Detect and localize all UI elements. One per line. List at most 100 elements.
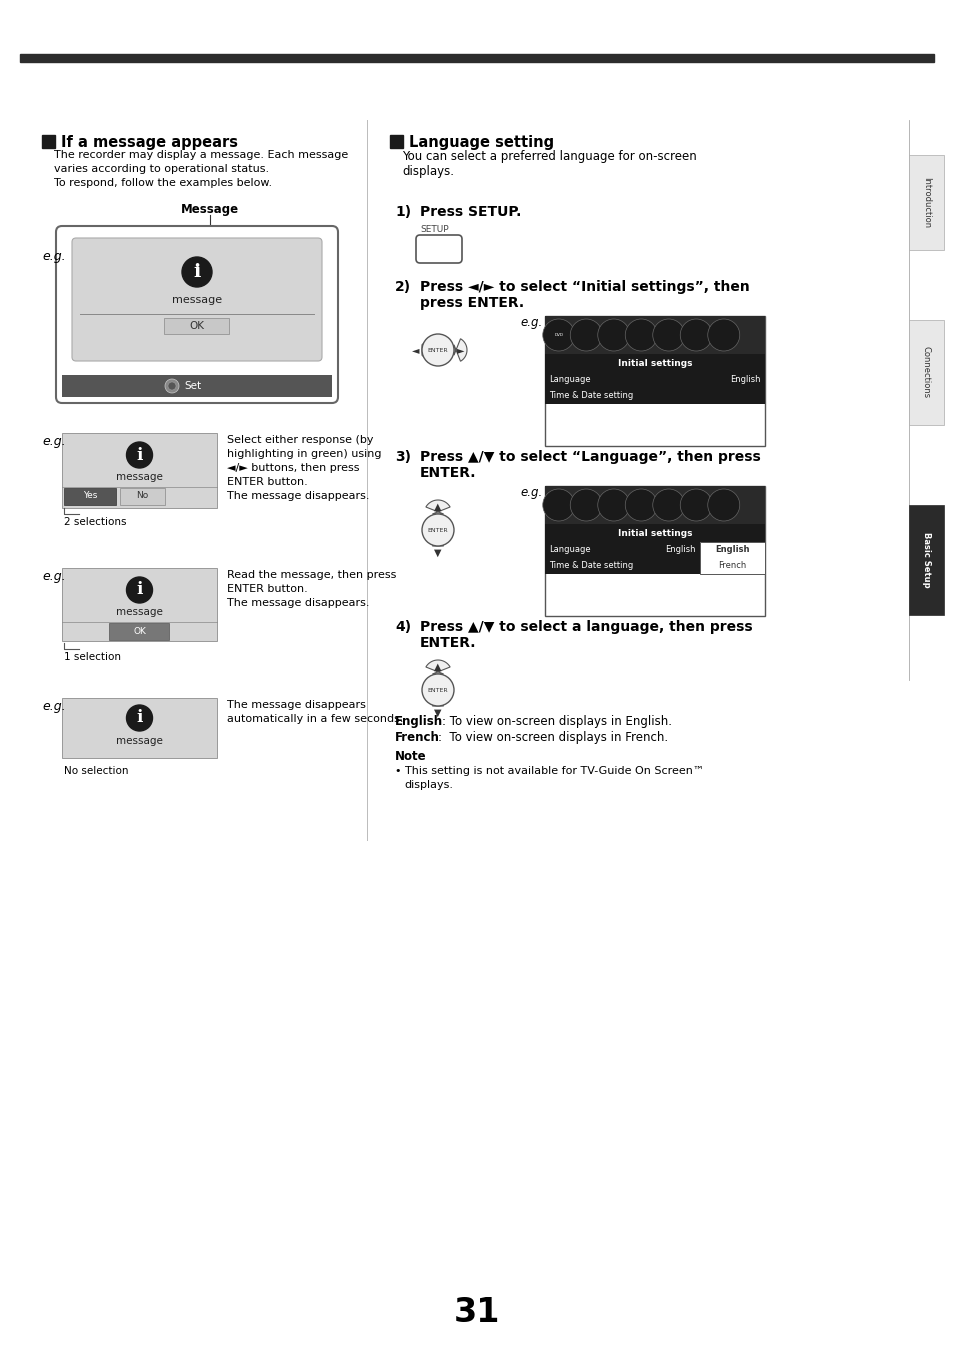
Polygon shape (425, 681, 450, 706)
Text: Set: Set (184, 381, 201, 391)
Bar (42, 135, 55, 148)
Text: e.g.: e.g. (42, 249, 66, 263)
FancyBboxPatch shape (71, 239, 322, 361)
Text: English: English (730, 376, 760, 384)
Bar (544, 355, 764, 372)
Circle shape (127, 442, 152, 468)
Circle shape (421, 334, 454, 367)
Text: message: message (116, 736, 163, 745)
Text: OK: OK (190, 321, 204, 332)
Circle shape (570, 489, 601, 520)
Circle shape (168, 381, 175, 390)
Text: Time & Date setting: Time & Date setting (548, 391, 633, 400)
Text: Introduction: Introduction (921, 177, 930, 228)
Text: ENTER: ENTER (427, 527, 448, 532)
Text: displays.: displays. (401, 164, 454, 178)
Text: ENTER: ENTER (427, 687, 448, 693)
Text: ▲: ▲ (434, 662, 441, 673)
Circle shape (624, 489, 657, 520)
Text: :  To view on-screen displays in French.: : To view on-screen displays in French. (437, 731, 667, 744)
Text: e.g.: e.g. (42, 700, 66, 713)
Circle shape (707, 489, 739, 520)
Text: i: i (136, 709, 143, 727)
Circle shape (127, 705, 152, 731)
Text: The recorder may display a message. Each message: The recorder may display a message. Each… (54, 150, 348, 160)
Circle shape (542, 319, 574, 350)
Text: i: i (136, 446, 143, 464)
Circle shape (570, 319, 601, 350)
Bar (544, 372, 764, 388)
Text: Language setting: Language setting (409, 135, 554, 150)
Circle shape (652, 319, 684, 350)
Text: To respond, follow the examples below.: To respond, follow the examples below. (54, 178, 272, 187)
Text: 1): 1) (395, 205, 411, 218)
Text: Read the message, then press: Read the message, then press (227, 570, 395, 580)
Bar (544, 388, 764, 404)
Text: English: English (395, 714, 442, 728)
Circle shape (127, 577, 152, 603)
Text: e.g.: e.g. (42, 570, 66, 582)
Text: No selection: No selection (64, 766, 129, 776)
Text: press ENTER.: press ENTER. (419, 297, 523, 310)
Bar (62, 433, 216, 508)
Text: Press ▲/▼ to select a language, then press: Press ▲/▼ to select a language, then pre… (419, 620, 752, 634)
Text: 2): 2) (395, 280, 411, 294)
Text: ENTER.: ENTER. (419, 466, 476, 480)
Circle shape (624, 319, 657, 350)
Text: English: English (715, 546, 749, 554)
Text: OK: OK (132, 627, 146, 635)
Text: No: No (136, 492, 149, 500)
Polygon shape (454, 338, 467, 361)
Bar (908, 506, 943, 615)
Text: i: i (136, 581, 143, 599)
Polygon shape (425, 661, 450, 674)
Text: Select either response (by: Select either response (by (227, 435, 374, 445)
Text: Press ◄/► to select “Initial settings”, then: Press ◄/► to select “Initial settings”, … (419, 280, 749, 294)
Text: highlighting in green) using: highlighting in green) using (227, 449, 381, 460)
Polygon shape (425, 500, 450, 514)
Text: Press ▲/▼ to select “Language”, then press: Press ▲/▼ to select “Language”, then pre… (419, 450, 760, 464)
Text: ENTER button.: ENTER button. (227, 584, 308, 594)
Text: e.g.: e.g. (519, 487, 541, 499)
Text: ◄/► buttons, then press: ◄/► buttons, then press (227, 462, 359, 473)
Text: ►: ► (456, 345, 464, 355)
Text: Language: Language (548, 546, 590, 554)
Bar (908, 319, 943, 425)
Bar (544, 487, 764, 524)
Circle shape (542, 489, 574, 520)
Text: Language: Language (548, 376, 590, 384)
Text: You can select a preferred language for on-screen: You can select a preferred language for … (401, 150, 696, 163)
Text: ENTER.: ENTER. (419, 636, 476, 650)
Bar (64, 488, 116, 506)
Text: 1 selection: 1 selection (64, 652, 121, 662)
Text: French: French (395, 731, 439, 744)
Polygon shape (421, 338, 435, 361)
Circle shape (679, 319, 712, 350)
Bar (544, 542, 700, 558)
Bar (390, 135, 402, 148)
Circle shape (421, 514, 454, 546)
Circle shape (421, 674, 454, 706)
Text: Message: Message (181, 204, 239, 216)
Bar (700, 542, 764, 574)
Text: English: English (665, 546, 696, 554)
Text: French: French (718, 562, 746, 570)
Text: Initial settings: Initial settings (618, 359, 692, 368)
Text: The message disappears.: The message disappears. (227, 491, 369, 501)
Text: The message disappears.: The message disappears. (227, 599, 369, 608)
Text: Initial settings: Initial settings (618, 528, 692, 538)
Bar (62, 698, 216, 758)
Text: e.g.: e.g. (42, 435, 66, 448)
Text: ▼: ▼ (434, 549, 441, 558)
Text: ◄: ◄ (412, 345, 418, 355)
Circle shape (707, 319, 739, 350)
Circle shape (679, 489, 712, 520)
Bar (110, 623, 170, 640)
Text: message: message (116, 607, 163, 617)
Circle shape (165, 379, 179, 394)
Text: 4): 4) (395, 620, 411, 634)
Bar (544, 558, 700, 574)
Circle shape (182, 257, 212, 287)
Text: displays.: displays. (403, 780, 453, 790)
Bar (62, 568, 216, 642)
